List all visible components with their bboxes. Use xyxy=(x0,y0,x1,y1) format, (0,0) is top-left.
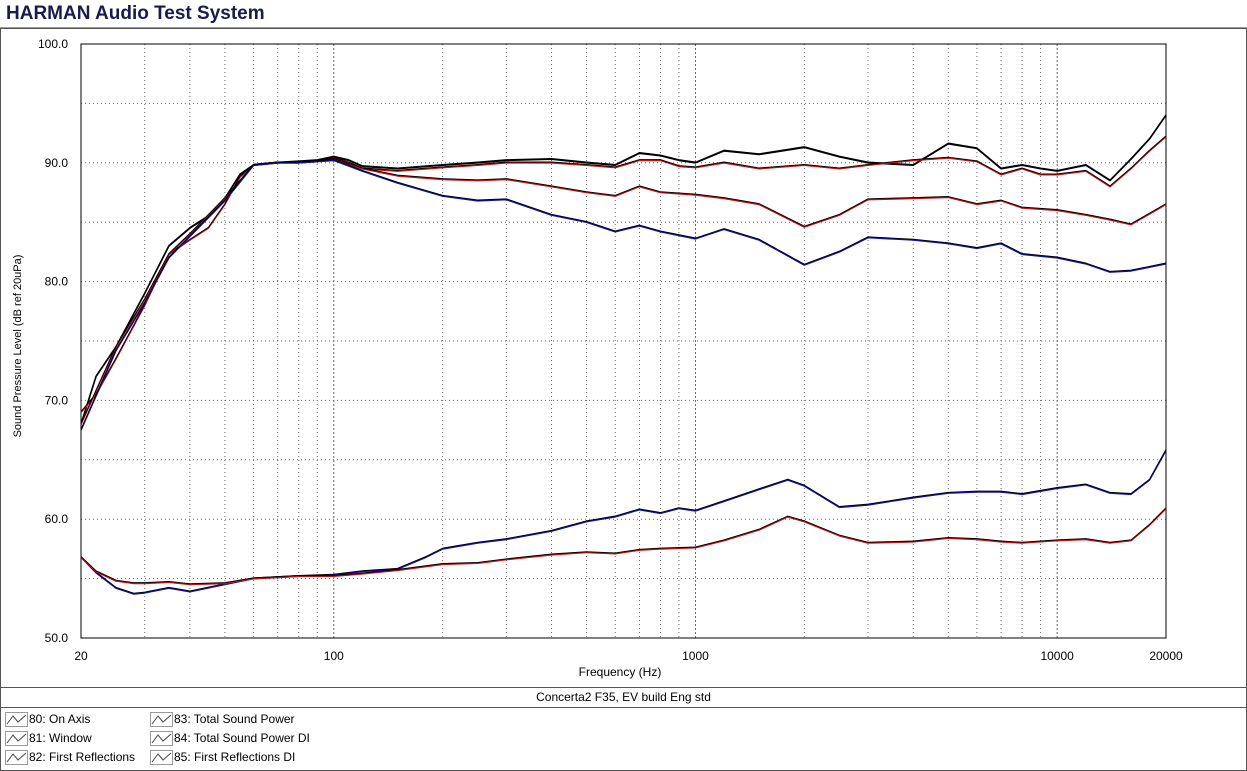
series-lines xyxy=(80,114,1167,595)
y-tick-label: 70.0 xyxy=(45,393,69,407)
series-line-1 xyxy=(80,135,1167,412)
x-tick-label: 1000 xyxy=(682,649,709,663)
series-line-3-color xyxy=(80,159,1167,431)
grid xyxy=(81,44,1166,638)
y-tick-label: 90.0 xyxy=(45,156,69,170)
caption-bar: Concerta2 F35, EV build Eng std xyxy=(0,687,1247,708)
legend-label: 82: First Reflections xyxy=(29,750,136,764)
y-tick-label: 80.0 xyxy=(45,275,69,289)
line-swatch-icon xyxy=(150,750,173,765)
app-title: HARMAN Audio Test System xyxy=(6,3,265,24)
plot-area-border xyxy=(80,43,1167,639)
series-line-5-color xyxy=(80,507,1167,586)
legend-label: 85: First Reflections DI xyxy=(174,750,296,764)
x-axis-label: Frequency (Hz) xyxy=(579,665,662,679)
series-line-0-color xyxy=(80,114,1167,425)
chart-caption: Concerta2 F35, EV build Eng std xyxy=(536,690,711,704)
series-line-4-color xyxy=(80,449,1167,595)
y-tick-label: 50.0 xyxy=(45,631,69,645)
x-tick-label: 20 xyxy=(74,649,88,663)
x-tick-label: 20000 xyxy=(1149,649,1183,663)
legend-label: 83: Total Sound Power xyxy=(174,712,295,726)
legend-label: 84: Total Sound Power DI xyxy=(174,731,310,745)
line-swatch-icon xyxy=(5,712,28,727)
line-swatch-icon xyxy=(150,712,173,727)
series-line-5 xyxy=(80,507,1167,585)
legend-label: 81: Window xyxy=(29,731,92,745)
series-line-2 xyxy=(80,157,1167,424)
title-divider xyxy=(0,27,1247,28)
line-swatch-icon xyxy=(5,731,28,746)
series-line-3 xyxy=(80,159,1167,430)
series-line-2-color xyxy=(80,158,1167,425)
y-axis-label: Sound Pressure Level (dB ref 20uPa) xyxy=(12,255,24,438)
x-tick-label: 100 xyxy=(324,649,344,663)
y-tick-label: 60.0 xyxy=(45,512,69,526)
line-swatch-icon xyxy=(150,731,173,746)
tick-labels: 50.0 60.0 70.0 80.0 90.0 100.0 20 100 1000 10000 2… xyxy=(38,37,1183,663)
x-tick-label: 10000 xyxy=(1040,649,1074,663)
y-tick-label: 100.0 xyxy=(38,37,68,51)
series-line-4 xyxy=(80,449,1167,594)
line-swatch-icon xyxy=(5,750,28,765)
series-line-0 xyxy=(80,114,1167,424)
legend-label: 80: On Axis xyxy=(29,712,91,726)
